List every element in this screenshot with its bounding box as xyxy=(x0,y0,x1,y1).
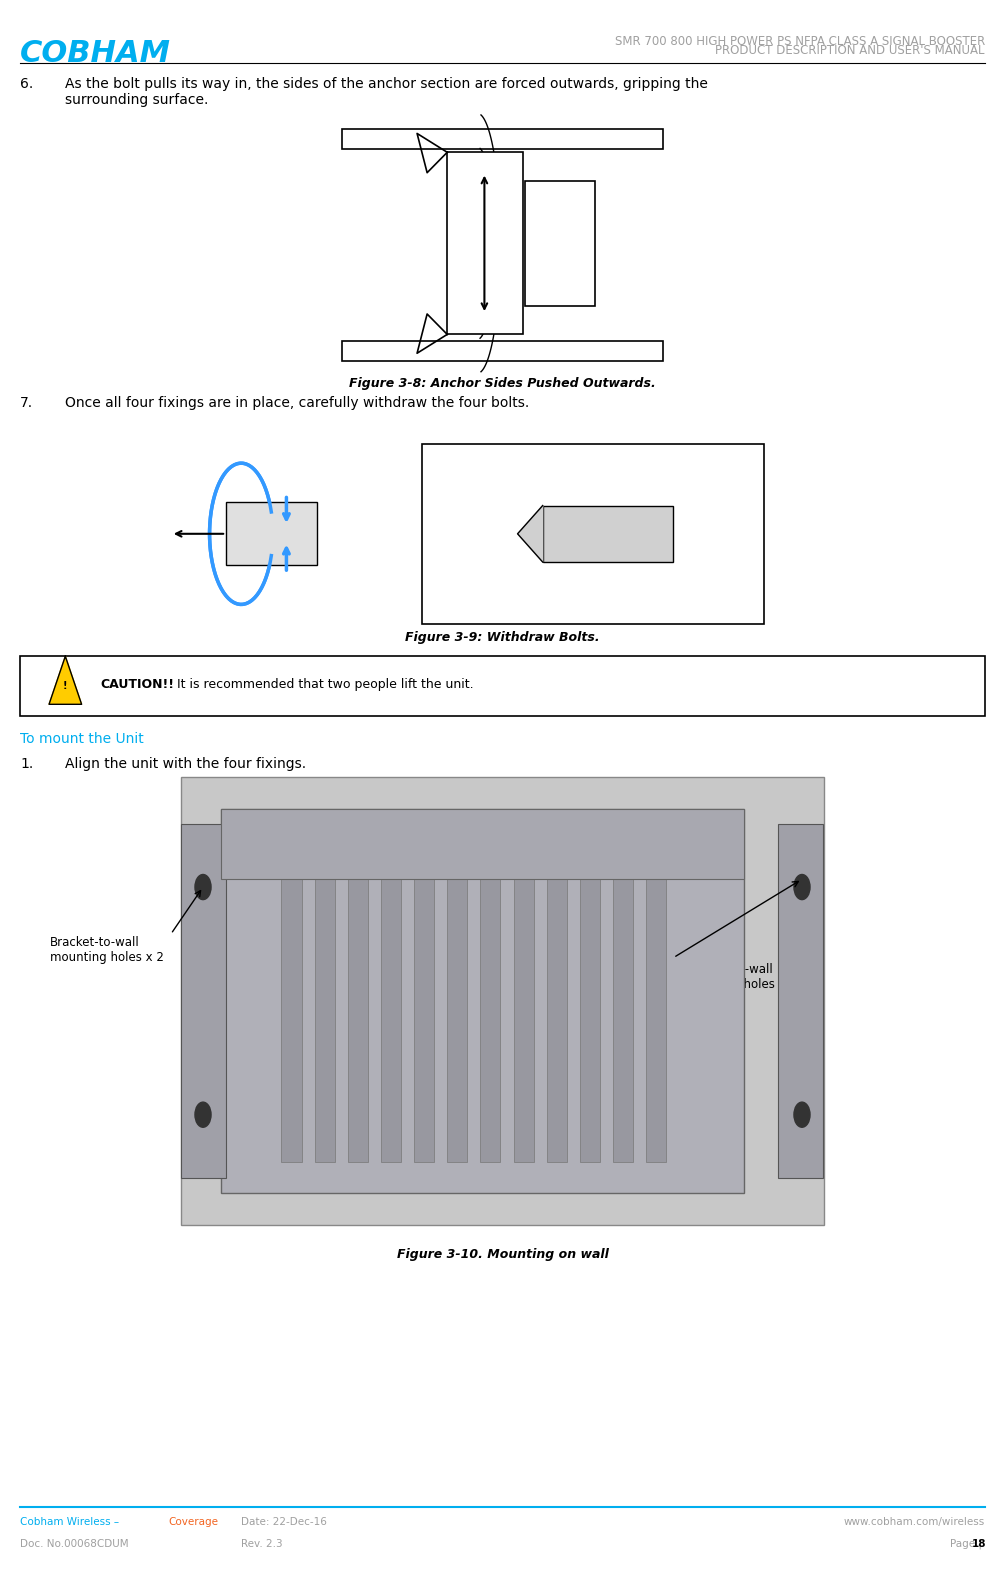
Text: SMR 700 800 HIGH POWER PS NFPA CLASS A SIGNAL BOOSTER: SMR 700 800 HIGH POWER PS NFPA CLASS A S… xyxy=(615,35,985,47)
Bar xyxy=(342,129,663,149)
Bar xyxy=(315,840,335,1162)
Text: !: ! xyxy=(63,681,67,691)
Text: As the bolt pulls its way in, the sides of the anchor section are forced outward: As the bolt pulls its way in, the sides … xyxy=(65,77,709,107)
Text: It is recommended that two people lift the unit.: It is recommended that two people lift t… xyxy=(173,678,473,691)
Text: COBHAM: COBHAM xyxy=(20,39,171,68)
Text: CAUTION!!: CAUTION!! xyxy=(100,678,175,691)
Text: 3.3.2.4    Mounting the Unit: 3.3.2.4 Mounting the Unit xyxy=(20,656,279,674)
Bar xyxy=(281,840,302,1162)
Bar xyxy=(514,840,534,1162)
Text: Page |: Page | xyxy=(950,1539,985,1550)
Text: www.cobham.com/wireless: www.cobham.com/wireless xyxy=(843,1517,985,1526)
Bar xyxy=(181,777,824,1225)
Circle shape xyxy=(794,1102,810,1127)
Text: Once all four fixings are in place, carefully withdraw the four bolts.: Once all four fixings are in place, care… xyxy=(65,396,530,410)
Bar xyxy=(480,840,500,1162)
Text: 7.: 7. xyxy=(20,396,33,410)
Text: 1.: 1. xyxy=(20,757,33,771)
Text: PRODUCT DESCRIPTION AND USER'S MANUAL: PRODUCT DESCRIPTION AND USER'S MANUAL xyxy=(716,44,985,57)
Bar xyxy=(20,656,985,716)
Bar xyxy=(221,809,744,1193)
Text: 18: 18 xyxy=(972,1539,986,1548)
Text: To mount the Unit: To mount the Unit xyxy=(20,732,144,746)
Bar xyxy=(381,840,401,1162)
Text: Align the unit with the four fixings.: Align the unit with the four fixings. xyxy=(65,757,307,771)
Text: Figure 3-8: Anchor Sides Pushed Outwards.: Figure 3-8: Anchor Sides Pushed Outwards… xyxy=(349,377,656,389)
Text: Figure 3-9: Withdraw Bolts.: Figure 3-9: Withdraw Bolts. xyxy=(405,631,600,644)
Text: 6.: 6. xyxy=(20,77,33,91)
Circle shape xyxy=(195,1102,211,1127)
Text: Bracket-to-wall
mounting holes x 2: Bracket-to-wall mounting holes x 2 xyxy=(683,962,797,991)
Text: Cobham Wireless –: Cobham Wireless – xyxy=(20,1517,123,1526)
Bar xyxy=(580,840,600,1162)
Text: Coverage: Coverage xyxy=(169,1517,219,1526)
Bar xyxy=(525,181,595,306)
Bar xyxy=(646,840,666,1162)
Text: Figure 3-10. Mounting on wall: Figure 3-10. Mounting on wall xyxy=(397,1248,608,1261)
Bar xyxy=(414,840,434,1162)
Text: Rev. 2.3: Rev. 2.3 xyxy=(241,1539,282,1548)
Bar xyxy=(778,824,823,1178)
Circle shape xyxy=(794,874,810,900)
Bar xyxy=(447,840,467,1162)
Bar xyxy=(447,152,523,334)
Bar xyxy=(221,809,744,879)
Bar xyxy=(422,443,764,623)
Text: Date: 22-Dec-16: Date: 22-Dec-16 xyxy=(241,1517,327,1526)
Polygon shape xyxy=(518,506,543,562)
Circle shape xyxy=(195,874,211,900)
Text: Bracket-to-wall
mounting holes x 2: Bracket-to-wall mounting holes x 2 xyxy=(50,936,164,964)
Bar xyxy=(543,506,673,562)
Bar xyxy=(348,840,368,1162)
Polygon shape xyxy=(49,656,81,705)
Bar xyxy=(342,341,663,361)
Bar xyxy=(613,840,633,1162)
Bar xyxy=(547,840,567,1162)
Bar xyxy=(226,502,317,565)
Bar xyxy=(181,824,226,1178)
Text: Doc. No.00068CDUM: Doc. No.00068CDUM xyxy=(20,1539,129,1548)
